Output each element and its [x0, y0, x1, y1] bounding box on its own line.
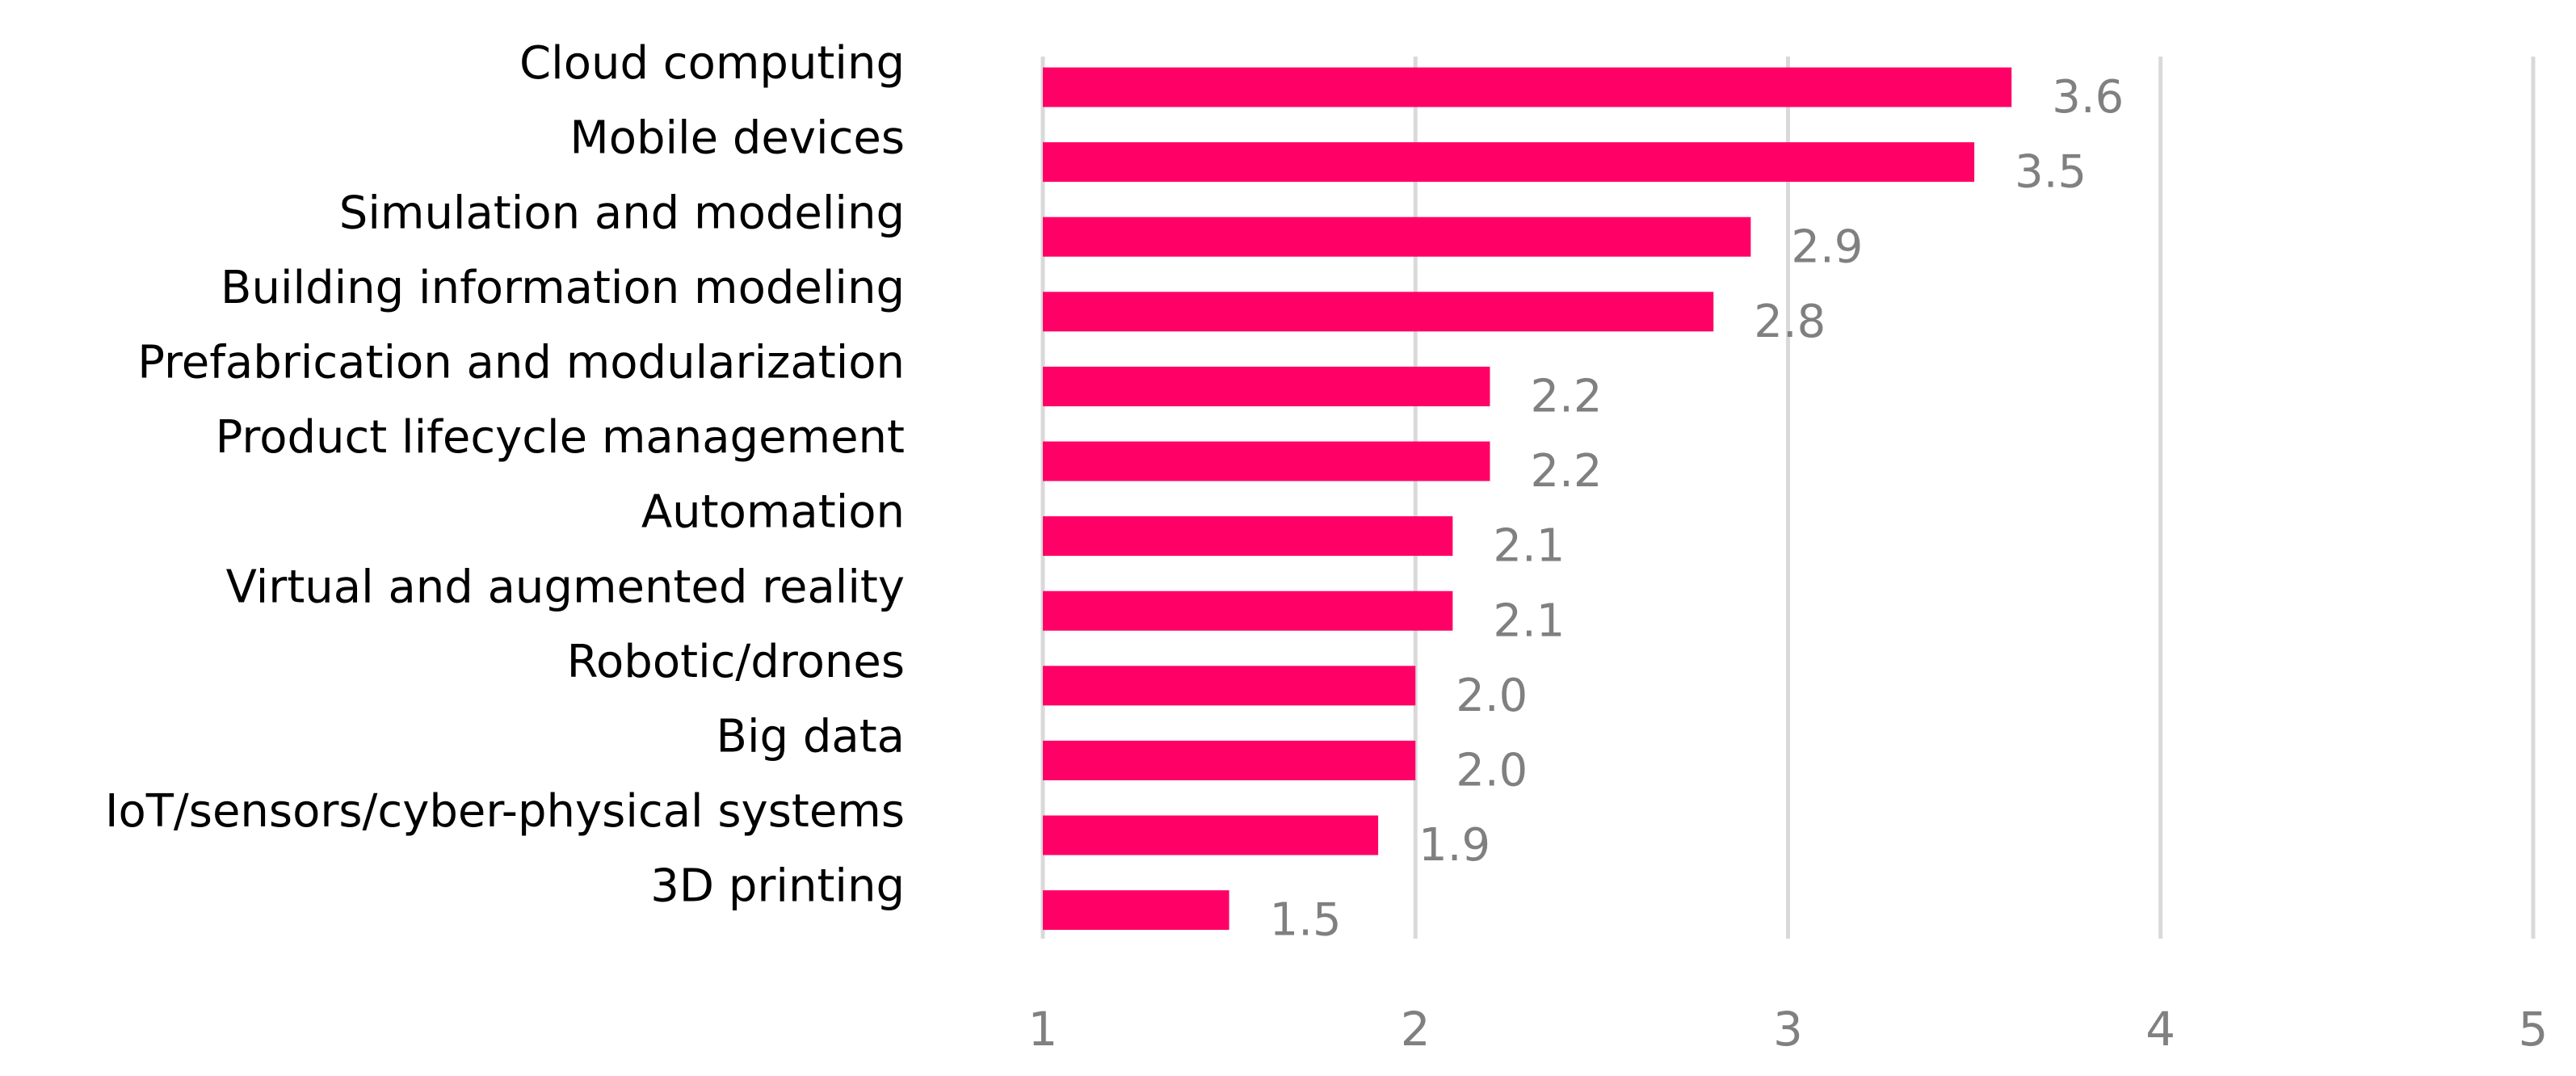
value-label: 2.2: [1531, 371, 1603, 423]
x-tick-label: 1: [1028, 1002, 1058, 1057]
category-label: Building information modeling: [221, 262, 905, 314]
bar: [1043, 740, 1416, 780]
bar: [1043, 591, 1453, 631]
category-label: Cloud computing: [519, 37, 905, 90]
bar: [1043, 366, 1490, 406]
x-tick-label: 3: [1773, 1002, 1803, 1057]
value-label: 1.5: [1270, 894, 1342, 947]
bar: [1043, 516, 1453, 557]
category-label: Big data: [716, 711, 905, 763]
category-label: Virtual and augmented reality: [226, 561, 905, 613]
value-label: 2.0: [1456, 670, 1528, 722]
bar: [1043, 815, 1379, 855]
category-label: Prefabrication and modularization: [137, 337, 905, 389]
category-label: 3D printing: [650, 860, 905, 913]
category-label: Mobile devices: [569, 112, 905, 165]
x-tick-label: 5: [2519, 1002, 2549, 1057]
value-label: 2.1: [1493, 595, 1565, 647]
bar: [1043, 292, 1714, 332]
bar: [1043, 666, 1416, 706]
category-label: Automation: [641, 486, 905, 539]
value-label: 2.9: [1791, 221, 1863, 273]
value-label: 2.0: [1456, 745, 1528, 797]
value-label: 1.9: [1418, 819, 1490, 872]
value-label: 3.5: [2015, 146, 2086, 199]
x-tick-label: 4: [2145, 1002, 2175, 1057]
value-label: 2.2: [1531, 445, 1603, 498]
category-label: IoT/sensors/cyber-physical systems: [105, 785, 905, 838]
bar: [1043, 441, 1490, 481]
bar: [1043, 216, 1751, 257]
value-label: 2.8: [1754, 296, 1826, 348]
category-label: Simulation and modeling: [339, 187, 905, 239]
bar: [1043, 890, 1229, 931]
bar: [1043, 67, 2012, 107]
category-label: Robotic/drones: [567, 636, 905, 688]
bar: [1043, 142, 1975, 183]
value-label: 3.6: [2052, 71, 2124, 124]
x-tick-label: 2: [1401, 1002, 1431, 1057]
category-label: Product lifecycle management: [216, 411, 905, 464]
value-label: 2.1: [1493, 520, 1565, 573]
